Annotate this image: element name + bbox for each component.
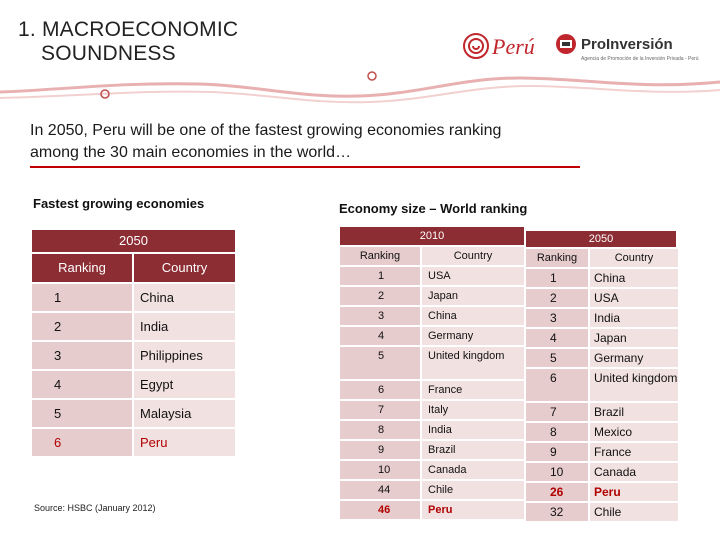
title-line-1: 1. MACROECONOMIC — [18, 18, 239, 41]
source-note: Source: HSBC (January 2012) — [34, 503, 156, 513]
col-header-country-2050: Country — [590, 249, 678, 267]
page-title: 1. MACROECONOMIC SOUNDNESS — [18, 18, 238, 66]
rank-cell-2050: 2 — [526, 289, 588, 307]
table-row: 4 Egypt — [32, 371, 235, 398]
proinversion-mark-icon: ProInversión Agencia de Promoción de la … — [556, 34, 699, 62]
rank-cell-2050: 9 — [526, 443, 588, 461]
table-year-header: 2050 — [32, 230, 235, 252]
col-header-ranking-2050: Ranking — [526, 249, 588, 267]
rank-cell: 1 — [32, 284, 132, 311]
country-cell-2050: Japan — [590, 329, 678, 347]
table-row: 2 India — [32, 313, 235, 340]
fastest-growing-table: 2050 Ranking Country 1 China 2 India 3 P… — [32, 230, 235, 456]
table-row: 1 China — [32, 284, 235, 311]
country-cell: Philippines — [134, 342, 235, 369]
peru-logo: Perú — [458, 28, 548, 69]
country-cell: Peru — [134, 429, 235, 456]
rank-cell-2010: 5 — [340, 347, 420, 379]
country-cell-2050: Chile — [590, 503, 678, 521]
table-row: 3 Philippines — [32, 342, 235, 369]
headline-underline — [30, 166, 580, 168]
country-cell-2050: Canada — [590, 463, 678, 481]
rank-cell: 5 — [32, 400, 132, 427]
rank-cell: 6 — [32, 429, 132, 456]
headline: In 2050, Peru will be one of the fastest… — [30, 120, 590, 164]
country-cell-2010: Germany — [422, 327, 524, 345]
country-cell-2050: France — [590, 443, 678, 461]
rank-cell-2010: 46 — [340, 501, 420, 519]
country-cell-2010: China — [422, 307, 524, 325]
country-cell-2050: USA — [590, 289, 678, 307]
rank-cell: 3 — [32, 342, 132, 369]
rank-cell-2050: 7 — [526, 403, 588, 421]
country-cell: Egypt — [134, 371, 235, 398]
svg-text:ProInversión: ProInversión — [581, 36, 673, 53]
country-cell-2010: France — [422, 381, 524, 399]
year-header-2050: 2050 — [526, 231, 676, 247]
rank-cell-2050: 3 — [526, 309, 588, 327]
rank-cell-2050: 32 — [526, 503, 588, 521]
rank-cell-2050: 4 — [526, 329, 588, 347]
svg-text:Agencia de Promoción de la Inv: Agencia de Promoción de la Inversión Pri… — [581, 56, 699, 62]
headline-line-2: among the 30 main economies in the world… — [30, 144, 352, 161]
rank-cell-2010: 8 — [340, 421, 420, 439]
country-cell-2010: Italy — [422, 401, 524, 419]
title-line-2: SOUNDNESS — [41, 42, 176, 65]
rank-cell-2010: 44 — [340, 481, 420, 499]
right-subtitle: Economy size – World ranking — [339, 201, 528, 216]
table-row-highlighted: 6 Peru — [32, 429, 235, 456]
table-header-row: Ranking Country — [32, 254, 235, 282]
country-cell-2010: USA — [422, 267, 524, 285]
country-cell-2010: Peru — [422, 501, 524, 519]
rank-cell-2050: 26 — [526, 483, 588, 501]
col-header-country: Country — [134, 254, 235, 282]
svg-text:Perú: Perú — [491, 34, 535, 59]
col-header-country-2010: Country — [422, 247, 524, 265]
country-cell-2010: United kingdom — [422, 347, 524, 379]
table-row: 5 Malaysia — [32, 400, 235, 427]
decorative-wave — [0, 71, 720, 104]
country-cell-2010: Chile — [422, 481, 524, 499]
country-cell-2010: Canada — [422, 461, 524, 479]
country-cell: Malaysia — [134, 400, 235, 427]
country-cell-2050: Mexico — [590, 423, 678, 441]
country-cell-2010: Brazil — [422, 441, 524, 459]
economy-size-table: 2010 2050 Ranking Country Ranking Country 1 USA… — [340, 227, 680, 527]
proinversion-logo: ProInversión Agencia de Promoción de la … — [555, 30, 705, 71]
country-cell: India — [134, 313, 235, 340]
rank-cell-2050: 6 — [526, 369, 588, 401]
rank-cell-2010: 1 — [340, 267, 420, 285]
rank-cell-2010: 6 — [340, 381, 420, 399]
country-cell-2050: United kingdom — [590, 369, 678, 401]
rank-cell-2010: 7 — [340, 401, 420, 419]
rank-cell-2050: 10 — [526, 463, 588, 481]
country-cell-2010: Japan — [422, 287, 524, 305]
country-cell-2050: China — [590, 269, 678, 287]
country-cell-2050: Brazil — [590, 403, 678, 421]
rank-cell-2010: 9 — [340, 441, 420, 459]
rank-cell-2050: 8 — [526, 423, 588, 441]
country-cell-2050: Germany — [590, 349, 678, 367]
rank-cell-2050: 5 — [526, 349, 588, 367]
year-header-2010: 2010 — [340, 227, 524, 245]
country-cell-2050: Peru — [590, 483, 678, 501]
rank-cell-2010: 10 — [340, 461, 420, 479]
left-subtitle: Fastest growing economies — [33, 196, 205, 211]
rank-cell-2010: 3 — [340, 307, 420, 325]
rank-cell-2010: 4 — [340, 327, 420, 345]
col-header-ranking: Ranking — [32, 254, 132, 282]
rank-cell-2050: 1 — [526, 269, 588, 287]
country-cell-2010: India — [422, 421, 524, 439]
rank-cell: 2 — [32, 313, 132, 340]
rank-cell: 4 — [32, 371, 132, 398]
country-cell-2050: India — [590, 309, 678, 327]
country-cell: China — [134, 284, 235, 311]
rank-cell-2010: 2 — [340, 287, 420, 305]
headline-line-1: In 2050, Peru will be one of the fastest… — [30, 122, 502, 139]
col-header-ranking-2010: Ranking — [340, 247, 420, 265]
peru-swirl-icon: Perú — [463, 33, 535, 59]
